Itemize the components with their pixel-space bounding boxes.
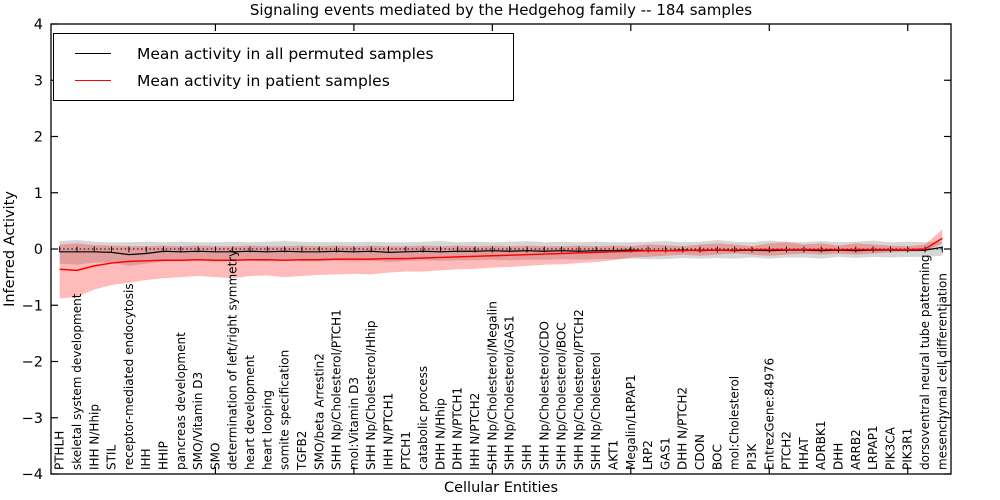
x-tick-label: SHH Np/Cholesterol [589,352,603,470]
x-tick-label: AKT1 [607,440,621,470]
x-tick-label: GAS1 [658,437,672,470]
patient-mean-line [59,237,943,272]
x-tick-label: receptor-mediated endocytosis [122,283,136,470]
patient-range-band [59,229,943,299]
legend-item-patient: Mean activity in patient samples [62,67,505,94]
legend-label-patient: Mean activity in patient samples [137,71,390,90]
x-tick-label: SMO/beta Arrestin2 [312,353,326,470]
chart-title: Signaling events mediated by the Hedgeho… [249,1,753,19]
x-tick-label: TGFB2 [295,431,309,471]
x-tick-label: ARRB2 [849,429,863,470]
x-tick-label: Megalin/LRPAP1 [624,374,638,470]
x-axis-label: Cellular Entities [443,480,559,496]
y-tick-label: −2 [22,355,43,371]
x-tick-label: SHH Np/Cholesterol/GAS1 [503,315,517,470]
x-tick-label: mol:Vitamin D3 [347,377,361,470]
x-tick-label: BOC [710,444,724,470]
legend: Mean activity in all permuted samples Me… [53,33,514,101]
x-tick-label: EntrezGene:84976 [762,358,776,470]
x-tick-label: PIK3CA [883,426,897,470]
x-tick-label: dorsoventral neural tube patterning [918,254,932,470]
y-tick-label: 3 [34,73,43,89]
x-tick-label: heart looping [260,390,274,470]
x-tick-label: heart development [243,355,257,470]
y-tick-label: 1 [34,186,43,202]
x-tick-label: SMO/Vitamin D3 [191,372,205,470]
x-tick-label: PTHLH [53,431,67,470]
y-tick-label: −3 [22,411,43,427]
legend-label-permuted: Mean activity in all permuted samples [137,44,434,63]
x-tick-label: SHH Np/Cholesterol/BOC [555,322,569,470]
x-tick-label: HHAT [797,437,811,470]
x-tick-label: PTCH1 [399,431,413,470]
x-tick-label: DHH N/Hhip [433,398,447,470]
x-tick-label: SHH [520,444,534,470]
y-axis-label: Inferred Activity [2,191,18,307]
x-tick-label: IHH [139,448,153,470]
x-tick-label: STIL [105,445,119,470]
x-tick-label: skeletal system development [70,293,84,470]
x-tick-label: SHH Np/Cholesterol/PTCH1 [330,309,344,470]
x-tick-label: mol:Cholesterol [728,376,742,470]
x-tick-label: IHH N/Hhip [87,404,101,470]
x-tick-label: catabolic process [416,366,430,470]
y-tick-label: 0 [34,242,43,258]
y-tick-label: −4 [22,467,43,483]
x-tick-label: PTCH2 [780,431,794,470]
y-tick-label: 4 [34,17,43,33]
x-tick-label: pancreas development [174,332,188,470]
permuted-line-key-icon [75,53,111,54]
x-tick-label: SHH Np/Cholesterol/CDO [537,321,551,470]
x-tick-label: DHH [832,443,846,470]
x-tick-label: CDON [693,434,707,470]
x-tick-label: IHH N/PTCH2 [468,393,482,470]
plot-contents [55,229,947,299]
x-tick-label: LRP2 [641,440,655,470]
x-tick-label: SHH Np/Cholesterol/Hhip [364,321,378,470]
x-tick-label: ADRBK1 [814,420,828,470]
x-tick-label: somite specification [278,350,292,470]
x-tick-label: DHH N/PTCH2 [676,387,690,470]
x-tick-label: LRPAP1 [866,425,880,470]
x-tick-label: SMO [208,443,222,470]
x-tick-label: determination of left/right symmetry [226,250,240,470]
y-tick-label: −1 [22,298,43,314]
x-tick-label: PI3K [745,443,759,470]
y-tick-label: 2 [34,130,43,146]
x-tick-label: SHH Np/Cholesterol/PTCH2 [572,309,586,470]
patient-line-key-icon [75,80,111,81]
x-tick-label: PIK3R1 [901,428,915,470]
x-tick-label: HHIP [157,441,171,470]
legend-item-permuted: Mean activity in all permuted samples [62,40,505,67]
x-tick-label: DHH N/PTCH1 [451,387,465,470]
x-tick-label: IHH N/PTCH1 [382,393,396,470]
x-tick-label: SHH Np/Cholesterol/Megalin [485,301,499,470]
x-tick-label: mesenchymal cell differentiation [935,273,949,470]
